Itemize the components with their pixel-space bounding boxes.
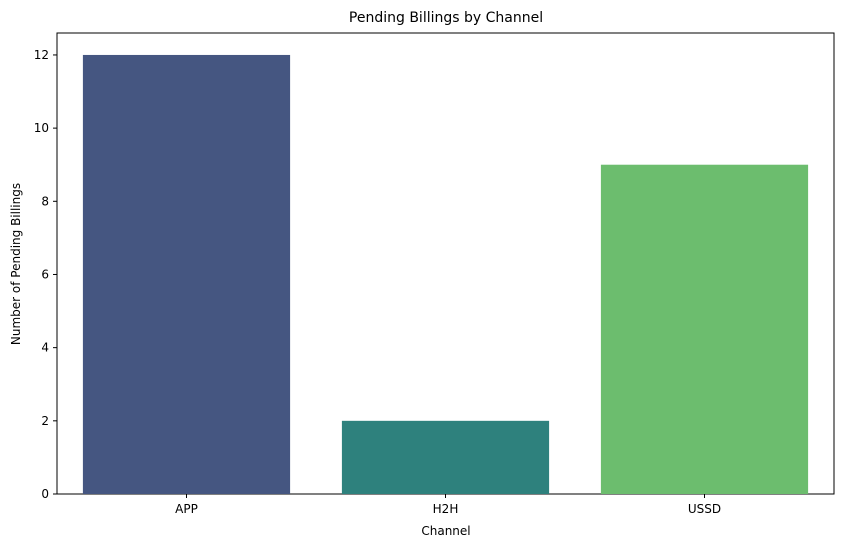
y-tick-label: 0 (41, 487, 49, 501)
y-tick-label: 2 (41, 414, 49, 428)
bars (82, 54, 809, 494)
x-tick-label: H2H (433, 502, 459, 516)
x-tick-label: APP (175, 502, 198, 516)
y-tick-label: 10 (34, 121, 49, 135)
y-axis-label: Number of Pending Billings (9, 183, 23, 345)
y-axis-ticks: 0 2 4 6 8 10 12 (34, 48, 57, 501)
bar-app (82, 54, 291, 494)
chart-title: Pending Billings by Channel (349, 10, 543, 26)
bar-h2h (341, 420, 550, 494)
y-tick-label: 6 (41, 267, 49, 281)
y-tick-label: 12 (34, 48, 49, 62)
bar-ussd (600, 164, 809, 494)
y-tick-label: 8 (41, 194, 49, 208)
y-tick-label: 4 (41, 341, 49, 355)
x-axis-label: Channel (421, 524, 470, 538)
plot-area: 0 2 4 6 8 10 12 APP H2H USSD (34, 32, 835, 516)
x-axis-ticks: APP H2H USSD (175, 494, 721, 516)
x-tick-label: USSD (688, 502, 721, 516)
